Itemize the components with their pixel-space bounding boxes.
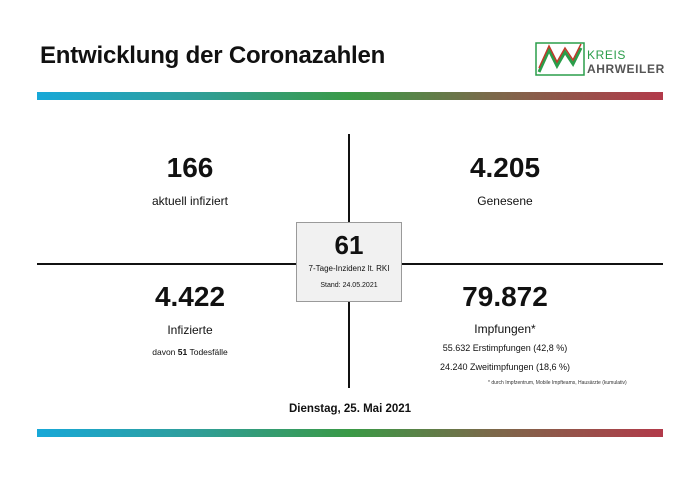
logo-text-ahrweiler: AHRWEILER — [587, 62, 665, 76]
active-infections-label: aktuell infiziert — [151, 194, 229, 208]
kreis-ahrweiler-logo: KREIS AHRWEILER — [535, 40, 664, 80]
total-infected-label: Infizierte — [167, 323, 213, 337]
active-infections-block: 166 aktuell infiziert — [90, 152, 290, 208]
vaccinations-block: 79.872 Impfungen* 55.632 Erstimpfungen (… — [395, 281, 615, 374]
vaccinations-value: 79.872 — [462, 281, 548, 312]
incidence-label: 7-Tage-Inzidenz lt. RKI — [308, 264, 390, 273]
deaths-count: 51 — [177, 347, 188, 357]
second-doses-line: 24.240 Zweitimpfungen (18,6 %) — [439, 362, 571, 372]
first-doses-line: 55.632 Erstimpfungen (42,8 %) — [442, 343, 568, 353]
vaccination-footnote: * durch Impfzentrum, Mobile Impfteams, H… — [488, 380, 627, 386]
incidence-stand: Stand: 24.05.2021 — [320, 282, 378, 289]
recovered-value: 4.205 — [469, 152, 541, 183]
incidence-value: 61 — [334, 230, 364, 260]
active-infections-value: 166 — [166, 152, 214, 183]
deaths-suffix: Todesfälle — [189, 347, 228, 357]
page-title: Entwicklung der Coronazahlen — [40, 42, 386, 69]
recovered-block: 4.205 Genesene — [405, 152, 605, 208]
total-infected-block: 4.422 Infizierte davon 51 Todesfälle — [90, 281, 290, 357]
vaccinations-label: Impfungen* — [474, 322, 536, 336]
deaths-prefix: davon — [152, 347, 176, 357]
recovered-label: Genesene — [477, 194, 533, 208]
logo-text-kreis: KREIS — [587, 48, 627, 62]
report-date: Dienstag, 25. Mai 2021 — [288, 403, 412, 415]
total-infected-value: 4.422 — [154, 281, 226, 312]
deaths-line: davon 51 Todesfälle — [90, 347, 290, 357]
top-color-band — [37, 92, 663, 100]
incidence-box: 61 7-Tage-Inzidenz lt. RKI Stand: 24.05.… — [296, 222, 402, 302]
logo-mark-icon — [535, 42, 585, 76]
bottom-color-band — [37, 429, 663, 437]
